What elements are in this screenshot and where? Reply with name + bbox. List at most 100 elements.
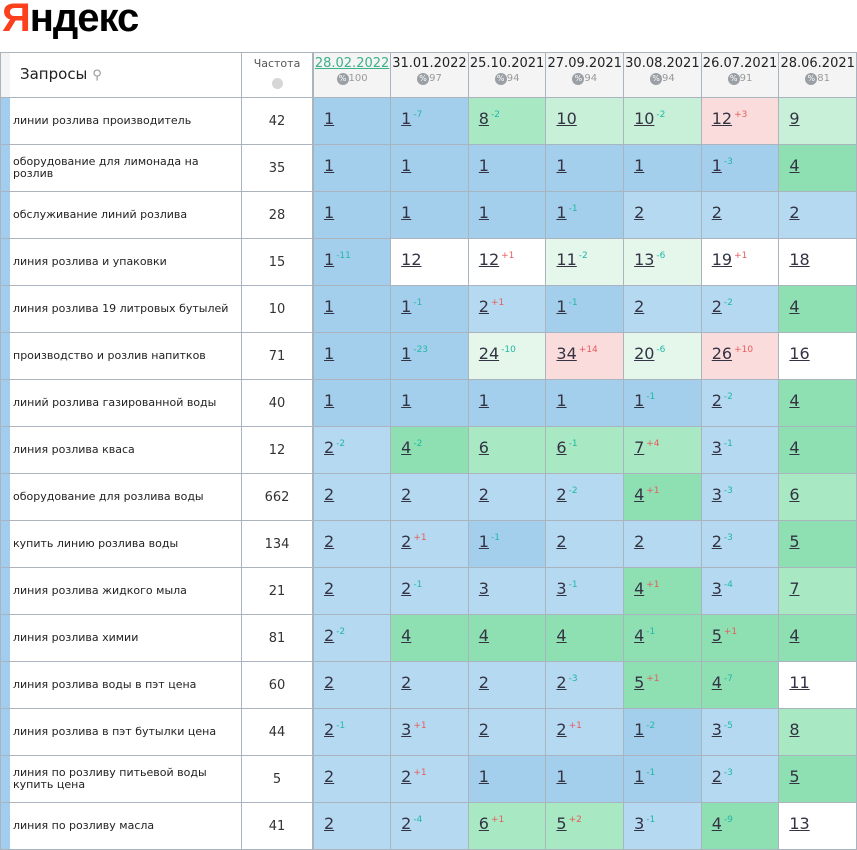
position-link[interactable]: 1 <box>324 296 335 316</box>
position-link[interactable]: 2 <box>478 484 489 504</box>
position-link[interactable]: 2 <box>711 531 722 551</box>
position-link[interactable]: 1 <box>478 766 489 786</box>
position-link[interactable]: 20 <box>634 343 655 363</box>
position-link[interactable]: 2 <box>324 578 335 598</box>
position-link[interactable]: 2 <box>401 531 412 551</box>
position-link[interactable]: 2 <box>401 672 412 692</box>
query-text[interactable]: линии розлива производитель <box>10 97 242 145</box>
position-link[interactable]: 2 <box>478 296 489 316</box>
percent-icon[interactable]: % <box>417 72 430 85</box>
position-link[interactable]: 4 <box>789 155 800 175</box>
position-link[interactable]: 2 <box>401 578 412 598</box>
position-link[interactable]: 34 <box>556 343 577 363</box>
query-text[interactable]: линия розлива 19 литровых бутылей <box>10 285 242 333</box>
position-link[interactable]: 2 <box>556 719 567 739</box>
query-text[interactable]: линия розлива в пэт бутылки цена <box>10 708 242 756</box>
query-text[interactable]: оборудование для розлива воды <box>10 473 242 521</box>
position-link[interactable]: 3 <box>711 578 722 598</box>
position-link[interactable]: 1 <box>556 390 567 410</box>
position-link[interactable]: 4 <box>478 625 489 645</box>
position-link[interactable]: 1 <box>556 202 567 222</box>
position-link[interactable]: 5 <box>789 766 800 786</box>
position-link[interactable]: 5 <box>789 531 800 551</box>
position-link[interactable]: 4 <box>711 672 722 692</box>
position-link[interactable]: 1 <box>478 531 489 551</box>
position-link[interactable]: 4 <box>789 437 800 457</box>
position-link[interactable]: 3 <box>478 578 489 598</box>
position-link[interactable]: 2 <box>324 766 335 786</box>
position-link[interactable]: 11 <box>556 249 577 269</box>
position-link[interactable]: 3 <box>401 719 412 739</box>
position-link[interactable]: 1 <box>401 202 412 222</box>
date-column-header[interactable]: 28.02.2022% 100 <box>312 52 392 98</box>
position-link[interactable]: 6 <box>789 484 800 504</box>
position-link[interactable]: 4 <box>634 484 645 504</box>
query-text[interactable]: обслуживание линий розлива <box>10 191 242 239</box>
frequency-header[interactable]: Частота <box>241 52 314 98</box>
position-link[interactable]: 2 <box>789 202 800 222</box>
position-link[interactable]: 6 <box>478 813 489 833</box>
search-icon[interactable]: ⚲ <box>92 68 102 83</box>
position-link[interactable]: 1 <box>324 343 335 363</box>
position-link[interactable]: 2 <box>478 719 489 739</box>
position-link[interactable]: 3 <box>711 719 722 739</box>
percent-icon[interactable]: % <box>650 72 663 85</box>
date-link[interactable]: 26.07.2021 <box>702 56 778 71</box>
position-link[interactable]: 1 <box>324 249 335 269</box>
position-link[interactable]: 6 <box>556 437 567 457</box>
position-link[interactable]: 2 <box>711 202 722 222</box>
position-link[interactable]: 4 <box>789 625 800 645</box>
position-link[interactable]: 2 <box>634 531 645 551</box>
position-link[interactable]: 11 <box>789 672 810 692</box>
position-link[interactable]: 2 <box>556 484 567 504</box>
position-link[interactable]: 13 <box>634 249 655 269</box>
date-link[interactable]: 28.02.2022 <box>314 56 390 71</box>
position-link[interactable]: 26 <box>711 343 733 363</box>
position-link[interactable]: 5 <box>634 672 645 692</box>
position-link[interactable]: 2 <box>324 437 335 457</box>
position-link[interactable]: 1 <box>324 108 335 128</box>
position-link[interactable]: 5 <box>711 625 722 645</box>
position-link[interactable]: 8 <box>789 719 800 739</box>
query-text[interactable]: линия розлива кваса <box>10 426 242 474</box>
position-link[interactable]: 1 <box>324 155 335 175</box>
position-link[interactable]: 2 <box>556 531 567 551</box>
position-link[interactable]: 1 <box>556 296 567 316</box>
date-link[interactable]: 28.06.2021 <box>780 56 855 71</box>
position-link[interactable]: 4 <box>711 813 722 833</box>
position-link[interactable]: 16 <box>789 343 810 363</box>
position-link[interactable]: 12 <box>711 108 733 128</box>
position-link[interactable]: 5 <box>556 813 567 833</box>
position-link[interactable]: 1 <box>401 108 412 128</box>
position-link[interactable]: 4 <box>401 437 412 457</box>
position-link[interactable]: 1 <box>634 155 645 175</box>
query-text[interactable]: купить линию розлива воды <box>10 520 242 568</box>
position-link[interactable]: 12 <box>401 249 422 269</box>
position-link[interactable]: 2 <box>711 766 722 786</box>
position-link[interactable]: 1 <box>478 155 489 175</box>
position-link[interactable]: 2 <box>711 296 722 316</box>
query-text[interactable]: линия розлива химии <box>10 614 242 662</box>
position-link[interactable]: 1 <box>478 390 489 410</box>
position-link[interactable]: 4 <box>789 390 800 410</box>
date-link[interactable]: 31.01.2022 <box>392 56 467 71</box>
position-link[interactable]: 6 <box>478 437 489 457</box>
position-link[interactable]: 2 <box>324 531 335 551</box>
position-link[interactable]: 4 <box>634 625 645 645</box>
query-text[interactable]: линия розлива воды в пэт цена <box>10 661 242 709</box>
position-link[interactable]: 2 <box>634 202 645 222</box>
position-link[interactable]: 1 <box>478 202 489 222</box>
date-link[interactable]: 27.09.2021 <box>547 56 622 71</box>
percent-icon[interactable]: % <box>805 72 818 85</box>
position-link[interactable]: 12 <box>478 249 500 269</box>
query-text[interactable]: линия розлива и упаковки <box>10 238 242 286</box>
query-text[interactable]: линия по розливу масла <box>10 802 242 850</box>
position-link[interactable]: 4 <box>401 625 412 645</box>
position-link[interactable]: 1 <box>634 390 645 410</box>
position-link[interactable]: 10 <box>634 108 655 128</box>
position-link[interactable]: 2 <box>401 484 412 504</box>
query-text[interactable]: оборудование для лимонада на розлив <box>10 144 242 192</box>
position-link[interactable]: 1 <box>324 390 335 410</box>
date-link[interactable]: 30.08.2021 <box>625 56 700 71</box>
position-link[interactable]: 1 <box>401 296 412 316</box>
